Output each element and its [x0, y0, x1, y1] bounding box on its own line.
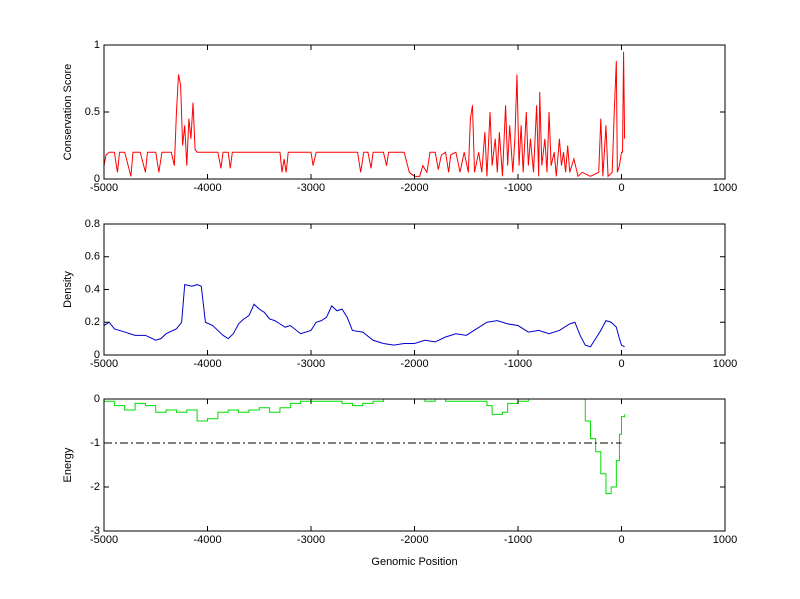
y-axis-label: Energy	[62, 447, 74, 482]
plot-area	[104, 224, 725, 355]
y-tick-label: 0.4	[85, 283, 100, 295]
x-tick-label: -4000	[193, 182, 221, 194]
y-tick-label: 0.8	[85, 218, 100, 230]
x-tick-label: 1000	[713, 358, 737, 370]
y-tick-label: 0.5	[85, 106, 100, 118]
x-tick-label: 0	[618, 358, 624, 370]
y-tick-label: 0	[94, 349, 100, 361]
x-tick-label: 0	[618, 534, 624, 546]
x-tick-label: -5000	[90, 534, 118, 546]
y-tick-label: 0.2	[85, 316, 100, 328]
x-tick-label: -5000	[90, 182, 118, 194]
y-tick-label: 1	[94, 39, 100, 51]
data-line	[104, 399, 626, 495]
y-tick-label: 0.6	[85, 251, 100, 263]
x-tick-label: -2000	[400, 182, 428, 194]
y-axis-label: Conservation Score	[62, 64, 74, 161]
x-tick-label: 0	[618, 182, 624, 194]
x-tick-label: -1000	[504, 534, 532, 546]
x-axis-label: Genomic Position	[371, 556, 457, 568]
x-tick-label: -3000	[297, 182, 325, 194]
data-line	[104, 283, 625, 348]
x-tick-label: -1000	[504, 182, 532, 194]
y-tick-label: -2	[90, 481, 100, 493]
y-tick-label: 0	[94, 173, 100, 185]
plot-area	[104, 45, 725, 179]
x-tick-label: -4000	[193, 358, 221, 370]
x-tick-label: -5000	[90, 358, 118, 370]
y-axis-label: Density	[62, 271, 74, 308]
x-tick-label: -2000	[400, 534, 428, 546]
x-tick-label: 1000	[713, 534, 737, 546]
x-tick-label: -1000	[504, 358, 532, 370]
x-tick-label: 1000	[713, 182, 737, 194]
x-tick-label: -3000	[297, 534, 325, 546]
x-tick-label: -3000	[297, 358, 325, 370]
data-line	[104, 51, 626, 178]
x-tick-label: -2000	[400, 358, 428, 370]
x-tick-label: -4000	[193, 534, 221, 546]
y-tick-label: -3	[90, 525, 100, 537]
y-tick-label: -1	[90, 437, 100, 449]
y-tick-label: 0	[94, 393, 100, 405]
